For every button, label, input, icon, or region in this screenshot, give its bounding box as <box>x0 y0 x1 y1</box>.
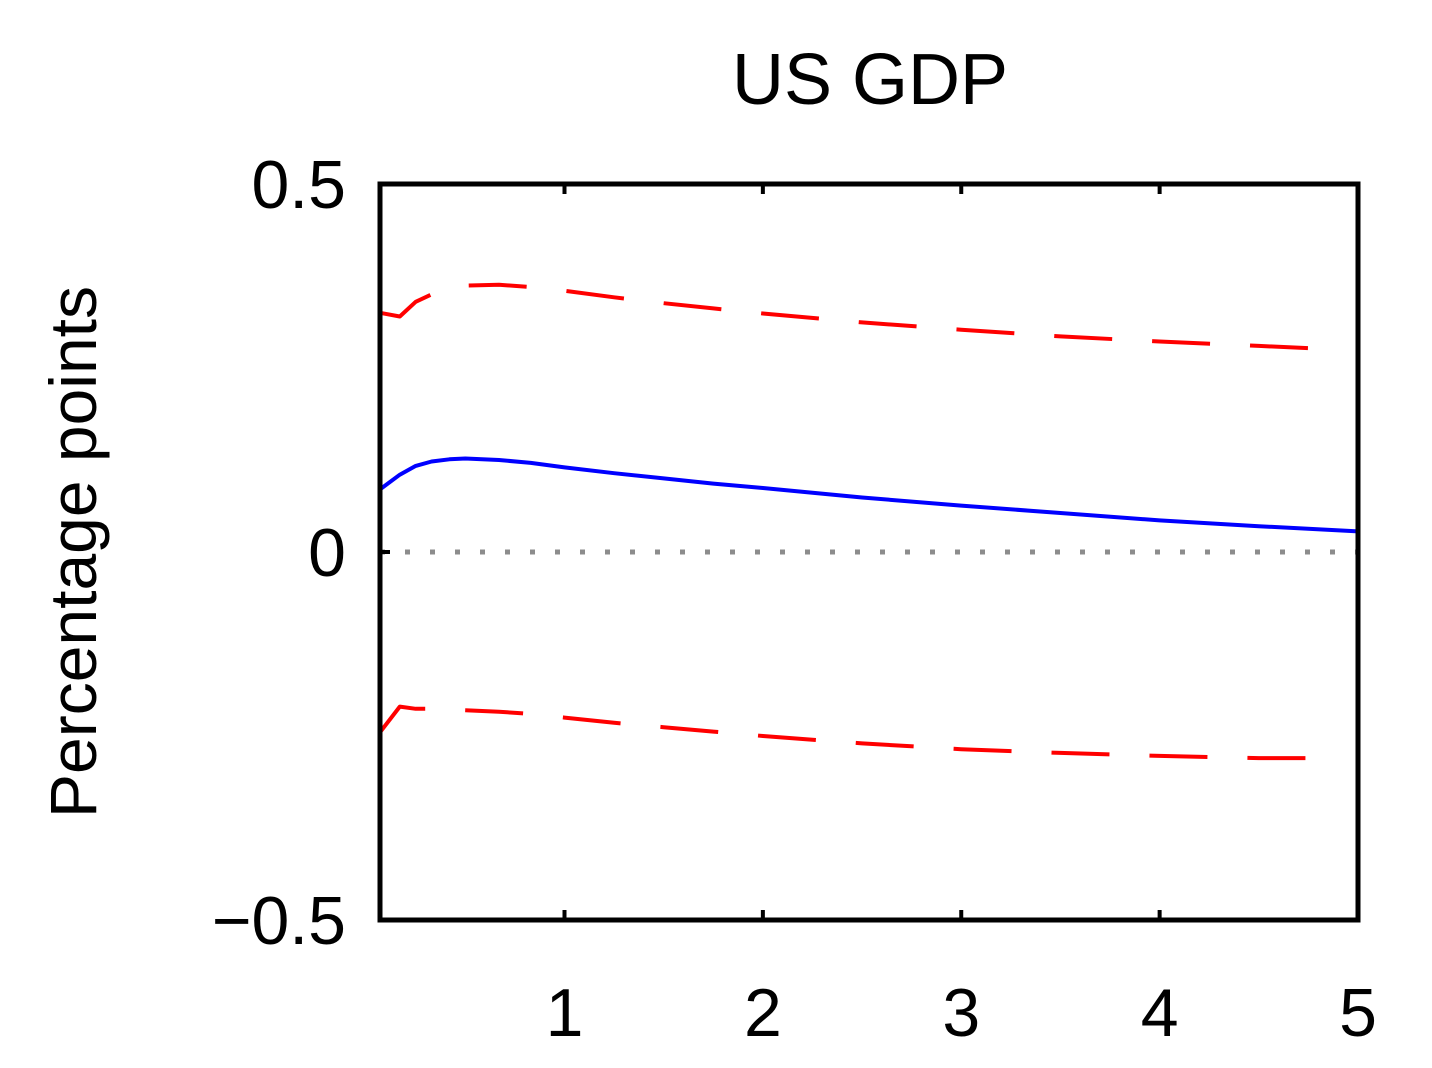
x-tick-label: 3 <box>942 975 980 1051</box>
series-line-upper-band <box>379 282 1309 351</box>
x-tick-label: 4 <box>1141 975 1179 1051</box>
plot-area-frame <box>377 181 1361 923</box>
y-tick-label: 0 <box>308 515 346 591</box>
x-tick-label: 2 <box>744 975 782 1051</box>
chart-title: US GDP <box>732 40 1008 120</box>
x-tick-label: 5 <box>1339 975 1377 1051</box>
y-ticks-group: −0.5 0 0.5 <box>212 147 390 959</box>
series-line-estimate <box>378 456 1359 534</box>
y-tick-label: −0.5 <box>212 883 346 959</box>
y-axis-label: Percentage points <box>36 286 110 818</box>
y-tick-label: 0.5 <box>251 147 346 223</box>
x-tick-label: 1 <box>546 975 584 1051</box>
x-ticks-group: 1 2 3 4 5 <box>546 184 1377 1051</box>
series-line-lower-band <box>378 704 1309 761</box>
series-group <box>378 282 1359 761</box>
